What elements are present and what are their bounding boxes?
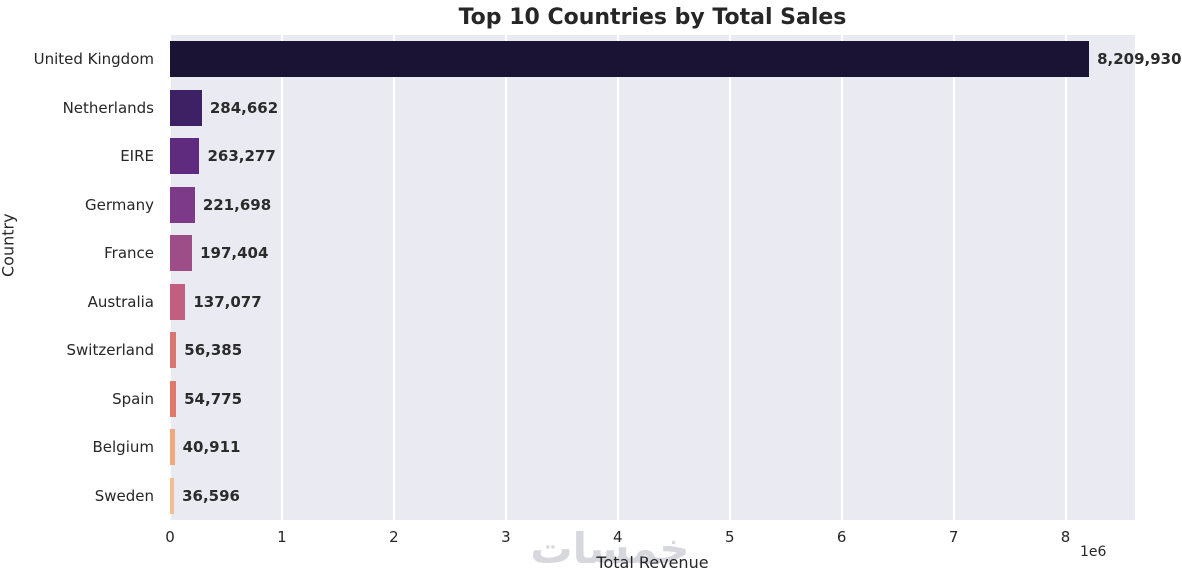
- gridline: [504, 35, 507, 520]
- chart-title: Top 10 Countries by Total Sales: [458, 5, 847, 30]
- gridline: [392, 35, 395, 520]
- bar-eire: [170, 138, 200, 175]
- bar-row: 54,775: [170, 375, 1135, 424]
- bar-value-label: 36,596: [182, 486, 240, 505]
- y-tick-label: United Kingdom: [33, 50, 154, 69]
- x-tick-labels: 0 1 2 3 4 5 6 7 8: [165, 528, 1135, 548]
- gridline: [169, 35, 171, 520]
- gridline: [1064, 35, 1067, 520]
- bar-sweden: [170, 477, 175, 514]
- gridline: [952, 35, 955, 520]
- plot-area: 8,209,930 284,662 263,277 221,698 197,404 137…: [169, 35, 1182, 521]
- x-tick-label: 1: [277, 528, 287, 546]
- y-tick-label: Australia: [87, 292, 154, 311]
- bar-row: 36,596: [170, 472, 1135, 521]
- bars-layer: 8,209,930 284,662 263,277 221,698 197,404 137…: [170, 35, 1182, 521]
- gridline: [616, 35, 619, 520]
- bar-france: [170, 235, 193, 272]
- bar-switzerland: [170, 332, 177, 369]
- x-axis-label: Total Revenue: [596, 553, 709, 572]
- bar-germany: [170, 186, 195, 223]
- bar-row: 8,209,930: [170, 35, 1182, 84]
- y-tick-label: Sweden: [94, 486, 154, 505]
- bar-row: 263,277: [170, 132, 1135, 181]
- x-axis-offset-label: 1e6: [1080, 544, 1107, 560]
- y-tick-label: Germany: [85, 195, 154, 214]
- bar-netherlands: [170, 89, 202, 126]
- x-tick-label: 4: [613, 528, 623, 546]
- y-tick-labels: United Kingdom Netherlands EIRE Germany Fran…: [0, 35, 162, 520]
- bar-row: 197,404: [170, 229, 1135, 278]
- bar-value-label: 56,385: [184, 341, 243, 360]
- bar-value-label: 8,209,930: [1097, 50, 1182, 69]
- bar-row: 40,911: [170, 423, 1135, 472]
- bar-value-label: 54,775: [184, 389, 243, 408]
- y-tick-label: Switzerland: [66, 341, 155, 360]
- bar-value-label: 197,404: [200, 244, 269, 263]
- x-tick-label: 2: [389, 528, 399, 546]
- watermark: خمسات: [530, 524, 690, 573]
- bar-value-label: 263,277: [207, 147, 276, 166]
- x-tick-label: 7: [948, 528, 959, 546]
- x-tick-label: 5: [724, 528, 735, 546]
- gridline: [280, 35, 283, 520]
- bar-spain: [170, 380, 177, 417]
- bar-value-label: 137,077: [193, 292, 262, 311]
- gridline: [728, 35, 731, 520]
- y-tick-label: Belgium: [92, 438, 155, 457]
- bar-row: 284,662: [170, 84, 1135, 133]
- gridline: [840, 35, 843, 520]
- bar-australia: [170, 283, 186, 320]
- bar-row: 56,385: [170, 326, 1135, 375]
- y-tick-label: EIRE: [120, 147, 154, 166]
- bar-row: 137,077: [170, 278, 1135, 327]
- y-tick-label: Spain: [112, 389, 154, 408]
- bar-value-label: 284,662: [209, 98, 279, 117]
- bar-value-label: 40,911: [182, 438, 241, 457]
- x-tick-label: 8: [1060, 528, 1071, 546]
- x-tick-label: 0: [165, 528, 175, 546]
- x-tick-label: 6: [836, 528, 847, 546]
- bar-row: 221,698: [170, 181, 1135, 230]
- bar-united-kingdom: [170, 41, 1090, 78]
- bar-belgium: [170, 429, 175, 466]
- y-tick-label: France: [104, 244, 154, 263]
- bar-value-label: 221,698: [202, 195, 272, 214]
- x-tick-label: 3: [501, 528, 511, 546]
- y-tick-label: Netherlands: [62, 98, 154, 117]
